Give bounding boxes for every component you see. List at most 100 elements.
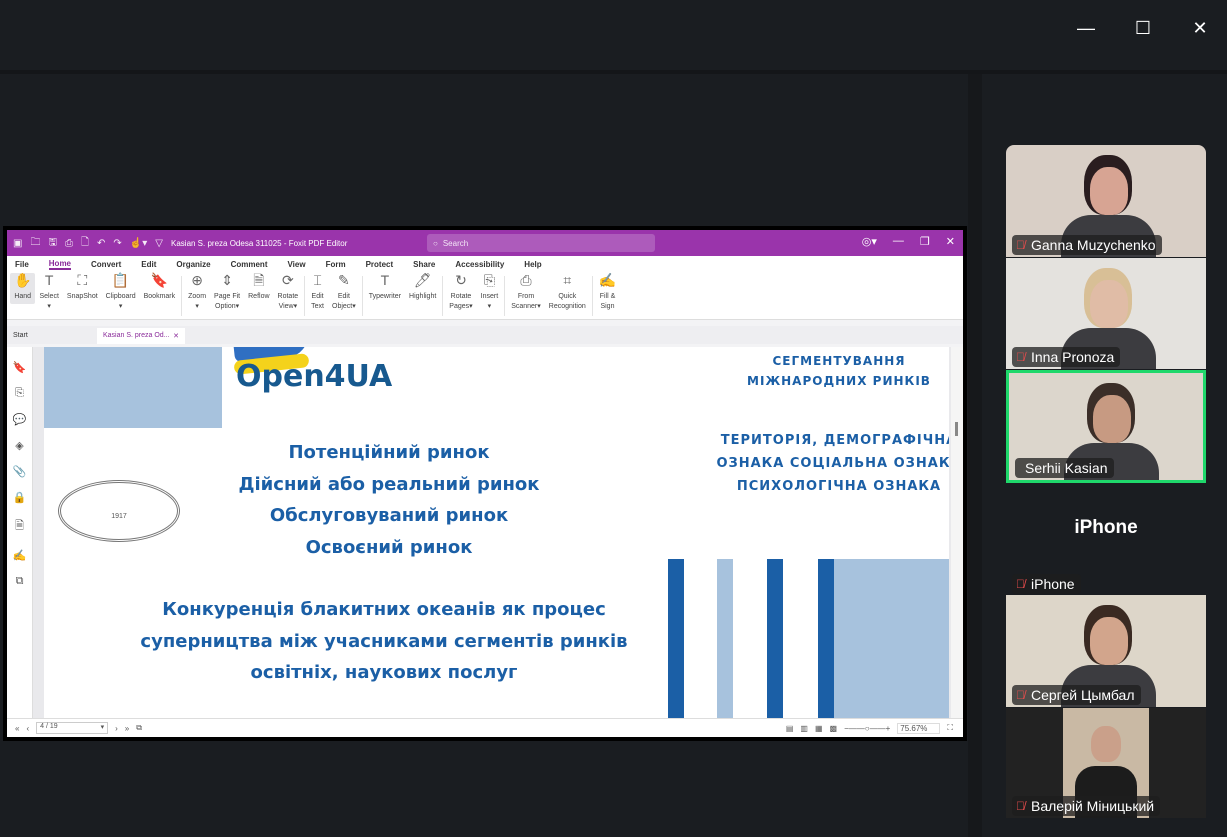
participant-tile[interactable]: Serhii Kasian — [1006, 370, 1206, 483]
edit-text-icon: ⌶ — [313, 272, 322, 288]
slide-line: Конкуренція блакитних океанів як процес — [162, 599, 606, 620]
menu-accessibility[interactable]: Accessibility — [455, 260, 505, 269]
ribbon-page-fit-button[interactable]: ⇕ Page Fit Option▾ — [214, 272, 241, 310]
zoom-value[interactable]: 75.67% — [897, 722, 941, 734]
menu-share[interactable]: Share — [413, 260, 436, 269]
attachments-panel-icon[interactable]: 📎 — [12, 466, 27, 478]
minimize-button[interactable]: — — [1077, 18, 1095, 38]
fullscreen-icon[interactable]: ⛶ — [947, 723, 953, 732]
redo-icon[interactable]: ↷ — [113, 237, 122, 249]
menu-organize[interactable]: Organize — [176, 260, 211, 269]
layers-panel-icon[interactable]: ◈ — [15, 440, 24, 452]
print-icon[interactable]: ⎙ — [64, 237, 73, 249]
create-icon[interactable]: 🗋 — [80, 236, 90, 248]
ribbon-insert-page-button[interactable]: ⎘ Insert ▾ — [480, 272, 499, 310]
ribbon-typewriter-button[interactable]: T Typewriter — [368, 272, 402, 300]
hand-tool-icon[interactable]: ☝▾ — [129, 237, 148, 249]
close-icon[interactable]: ✕ — [945, 236, 955, 248]
save-icon[interactable]: 🖫 — [48, 236, 57, 248]
ribbon-fill-sign-button[interactable]: ✍ Fill & Sign — [598, 272, 617, 310]
maximize-button[interactable]: ☐ — [1134, 18, 1152, 38]
undo-icon[interactable]: ↶ — [97, 237, 106, 249]
security-panel-icon[interactable]: 🔒 — [12, 492, 27, 504]
ribbon-reflow-button[interactable]: 🗎 Reflow — [248, 272, 270, 300]
copy-icon[interactable]: ⧉ — [136, 723, 142, 732]
participant-tile[interactable]: 🎙̸ Сергей Цымбал — [1006, 595, 1206, 707]
menu-form[interactable]: Form — [325, 260, 346, 269]
vertical-scrollbar[interactable] — [951, 347, 963, 718]
customize-icon[interactable]: ▽ — [155, 237, 163, 249]
rotate-pages-icon: ↻ — [455, 272, 467, 288]
ribbon-separator — [504, 276, 506, 316]
ribbon-separator — [361, 276, 363, 316]
next-page-icon[interactable]: › — [115, 723, 118, 733]
ribbon-bookmark-button[interactable]: 🔖 Bookmark — [143, 272, 176, 300]
ribbon-highlight-button[interactable]: 🖊 Highlight — [409, 272, 437, 300]
zoom-slider[interactable]: −——○——+ — [844, 723, 891, 733]
foxit-window: ▣ 🗀 🖫 ⎙ 🗋 ↶ ↷ ☝▾ ▽ Kasian S. preza Odesa… — [7, 230, 963, 737]
clipboard-icon: 📋 — [111, 272, 130, 288]
prev-page-icon[interactable]: ‹ — [26, 723, 30, 733]
bookmark-panel-icon[interactable]: 🔖 — [12, 362, 27, 374]
compare-panel-icon[interactable]: ⧉ — [15, 575, 24, 587]
scroll-thumb[interactable] — [955, 422, 958, 436]
ribbon-scanner-button[interactable]: ⎙ From Scanner▾ — [511, 272, 541, 310]
open-icon[interactable]: 🗀 — [30, 236, 41, 248]
participant-tile[interactable]: 🎙̸ Ganna Muzychenko — [1006, 145, 1206, 257]
ribbon-zoom-button[interactable]: ⊕ Zoom ▾ — [188, 272, 207, 310]
ribbon-select-text-button[interactable]: T Select ▾ — [39, 272, 59, 310]
single-page-icon[interactable]: ▤ — [785, 723, 794, 733]
continuous-icon[interactable]: ▥ — [800, 723, 808, 733]
fields-panel-icon[interactable]: 🗎 — [15, 520, 24, 532]
restore-icon[interactable]: ❐ — [919, 236, 930, 248]
participant-tile[interactable]: 🎙̸ Валерій Міницький — [1006, 708, 1206, 818]
participant-name-large: iPhone — [1074, 517, 1138, 538]
ribbon-snapshot-button[interactable]: ⛶ SnapShot — [66, 272, 98, 300]
typewriter-icon: T — [380, 272, 390, 288]
slide-line: суперництва між учасниками сегментів рин… — [140, 630, 628, 652]
menu-tabs: File Home Convert Edit Organize Comment View Fo… — [7, 256, 963, 273]
edit-object-icon: ✎ — [338, 272, 350, 288]
slide-line: освітніх, наукових послуг — [250, 662, 518, 683]
participant-tile[interactable]: iPhone 🎙̸ iPhone — [1006, 484, 1206, 594]
menu-comment[interactable]: Comment — [230, 260, 268, 269]
menu-protect[interactable]: Protect — [365, 260, 394, 269]
ribbon-rotate-pages-button[interactable]: ↻ Rotate Pages▾ — [449, 272, 473, 310]
first-page-icon[interactable]: « — [15, 723, 20, 733]
ribbon-ocr-button[interactable]: ⌗ Quick Recognition — [548, 272, 586, 310]
account-icon[interactable]: ◎▾ — [861, 236, 877, 248]
tab-document[interactable]: Kasian S. preza Od... ✕ — [97, 328, 185, 344]
page-number-input[interactable]: 4 / 19 ▾ — [36, 722, 109, 734]
comments-panel-icon[interactable]: 💬 — [12, 414, 27, 426]
menu-home[interactable]: Home — [48, 259, 72, 270]
pages-panel-icon[interactable]: ⎘ — [15, 387, 24, 399]
ribbon-clipboard-button[interactable]: 📋 Clipboard ▾ — [105, 272, 136, 310]
ribbon-separator — [181, 276, 183, 316]
menu-file[interactable]: File — [15, 260, 29, 269]
ribbon-edit-text-button[interactable]: ⌶ Edit Text — [311, 272, 324, 310]
cover-icon[interactable]: ▩ — [829, 723, 838, 733]
menu-help[interactable]: Help — [524, 260, 542, 269]
ribbon-edit-object-button[interactable]: ✎ Edit Object▾ — [332, 272, 356, 310]
rotate-view-icon: ⟳ — [281, 272, 294, 288]
participant-tile[interactable]: 🎙̸ Inna Pronoza — [1006, 258, 1206, 369]
tab-start[interactable]: Start — [13, 332, 28, 339]
participant-name-tag: 🎙̸ Inna Pronoza — [1012, 347, 1121, 367]
ribbon-separator — [304, 276, 306, 316]
participant-name-tag: Serhii Kasian — [1015, 458, 1114, 478]
menu-view[interactable]: View — [287, 260, 306, 269]
ribbon-rotate-view-button[interactable]: ⟳ Rotate View▾ — [277, 272, 299, 310]
facing-icon[interactable]: ▦ — [814, 723, 823, 733]
status-bar: « ‹ 4 / 19 ▾ › » ⧉ ▤ ▥ ▦ ▩ −——○——+ 75.67%… — [7, 718, 963, 737]
menu-edit[interactable]: Edit — [141, 260, 157, 269]
menu-convert[interactable]: Convert — [91, 260, 122, 269]
close-tab-icon[interactable]: ✕ — [173, 333, 179, 340]
ribbon-hand-button[interactable]: ✋ Hand — [10, 273, 36, 304]
close-button[interactable]: ✕ — [1192, 18, 1208, 38]
minimize-icon[interactable]: — — [892, 235, 904, 247]
signature-panel-icon[interactable]: ✍ — [12, 550, 27, 562]
panel-divider — [968, 74, 982, 837]
last-page-icon[interactable]: » — [124, 723, 130, 733]
search-box[interactable]: ○ Search — [427, 234, 655, 252]
mic-muted-icon: 🎙̸ — [1016, 799, 1025, 813]
